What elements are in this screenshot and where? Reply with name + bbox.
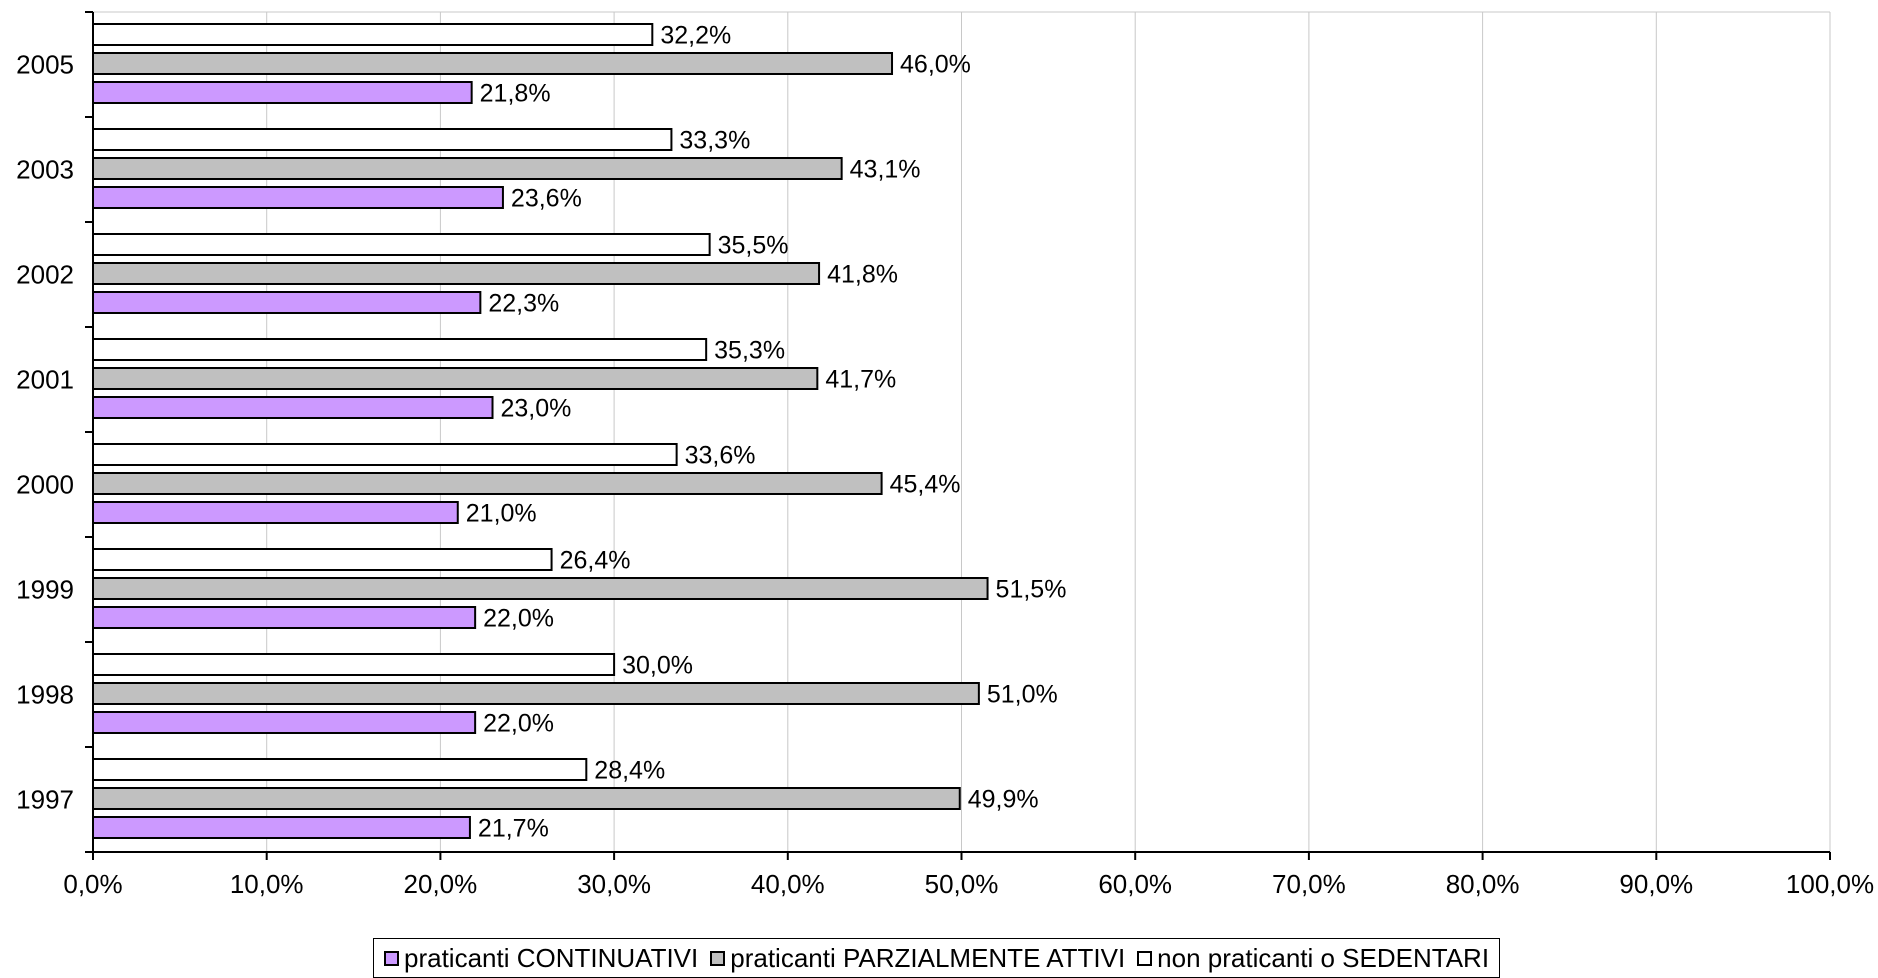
x-tick-label-70: 70,0% <box>1272 869 1346 899</box>
data-label-2002-sedentari: 35,5% <box>718 232 789 260</box>
data-label-2005-continuativi: 21,8% <box>480 80 551 108</box>
category-label-2001: 2001 <box>16 365 74 395</box>
data-label-1997-continuativi: 21,7% <box>478 815 549 843</box>
x-tick-label-60: 60,0% <box>1098 869 1172 899</box>
legend: praticanti CONTINUATIVI praticanti PARZI… <box>373 938 1501 978</box>
legend-item-parzialmente-attivi: praticanti PARZIALMENTE ATTIVI <box>710 943 1125 974</box>
bar-1999-sedentari <box>92 548 553 571</box>
legend-label-continuativi: praticanti CONTINUATIVI <box>404 942 699 973</box>
data-label-1999-continuativi: 22,0% <box>483 605 554 633</box>
category-label-1998: 1998 <box>16 680 74 710</box>
category-label-2003: 2003 <box>16 155 74 185</box>
data-label-1999-parzialmente-attivi: 51,5% <box>996 576 1067 604</box>
labels: 32,2% 46,0% 21,8% 2005 33,3% 43,1% 23,6% 2003 35… <box>16 22 1874 900</box>
data-label-2003-sedentari: 33,3% <box>679 127 750 155</box>
bar-2003-continuativi <box>92 186 504 209</box>
bar-1997-continuativi <box>92 816 471 839</box>
data-label-2003-continuativi: 23,6% <box>511 185 582 213</box>
x-tick-label-0: 0,0% <box>63 869 122 899</box>
data-label-2000-parzialmente-attivi: 45,4% <box>890 471 961 499</box>
data-label-2001-continuativi: 23,0% <box>501 395 572 423</box>
bar-1999-parzialmente-attivi <box>92 577 989 600</box>
bar-2003-sedentari <box>92 128 673 151</box>
data-label-1997-parzialmente-attivi: 49,9% <box>968 786 1039 814</box>
data-label-1998-parzialmente-attivi: 51,0% <box>987 681 1058 709</box>
data-label-2000-sedentari: 33,6% <box>685 442 756 470</box>
bar-1999-continuativi <box>92 606 477 629</box>
legend-swatch-sedentari <box>1137 950 1153 966</box>
data-label-2003-parzialmente-attivi: 43,1% <box>850 156 921 184</box>
bar-1998-parzialmente-attivi <box>92 682 980 705</box>
bar-2005-parzialmente-attivi <box>92 52 894 75</box>
bar-2005-sedentari <box>92 23 654 46</box>
x-tick-label-80: 80,0% <box>1446 869 1520 899</box>
x-tick-label-30: 30,0% <box>577 869 651 899</box>
data-label-2002-continuativi: 22,3% <box>488 290 559 318</box>
data-label-2005-parzialmente-attivi: 46,0% <box>900 51 971 79</box>
bar-2000-continuativi <box>92 501 459 524</box>
x-tick-label-10: 10,0% <box>230 869 304 899</box>
bar-2002-sedentari <box>92 233 711 256</box>
x-tick-label-90: 90,0% <box>1619 869 1693 899</box>
x-tick-label-50: 50,0% <box>925 869 999 899</box>
legend-swatch-continuativi <box>384 950 399 966</box>
x-tick-label-20: 20,0% <box>404 869 478 899</box>
legend-swatch-parzialmente-attivi <box>710 950 726 966</box>
category-label-2000: 2000 <box>16 470 74 500</box>
category-label-2005: 2005 <box>16 50 74 80</box>
data-label-1998-continuativi: 22,0% <box>483 710 554 738</box>
bar-2000-parzialmente-attivi <box>92 472 883 495</box>
data-label-1998-sedentari: 30,0% <box>622 652 693 680</box>
bars <box>92 23 989 839</box>
axes <box>85 11 1831 860</box>
bar-2000-sedentari <box>92 443 678 466</box>
data-label-1997-sedentari: 28,4% <box>594 757 665 785</box>
bar-1997-sedentari <box>92 758 588 781</box>
bar-1998-sedentari <box>92 653 616 676</box>
data-label-1999-sedentari: 26,4% <box>560 547 631 575</box>
x-tick-label-100: 100,0% <box>1786 869 1874 899</box>
bar-2005-continuativi <box>92 81 473 104</box>
gridlines <box>93 11 1831 852</box>
legend-label-sedentari: non praticanti o SEDENTARI <box>1157 942 1490 973</box>
data-label-2001-parzialmente-attivi: 41,7% <box>825 366 896 394</box>
bar-2002-continuativi <box>92 291 482 314</box>
bar-2003-parzialmente-attivi <box>92 157 843 180</box>
category-label-1999: 1999 <box>16 575 74 605</box>
data-label-2002-parzialmente-attivi: 41,8% <box>827 261 898 289</box>
data-label-2000-continuativi: 21,0% <box>466 500 537 528</box>
legend-label-parzialmente-attivi: praticanti PARZIALMENTE ATTIVI <box>730 942 1126 973</box>
category-label-1997: 1997 <box>16 785 74 815</box>
legend-item-continuativi: praticanti CONTINUATIVI <box>384 943 698 974</box>
bar-1998-continuativi <box>92 711 477 734</box>
category-label-2002: 2002 <box>16 260 74 290</box>
bar-1997-parzialmente-attivi <box>92 787 961 810</box>
bar-2001-sedentari <box>92 338 708 361</box>
x-tick-label-40: 40,0% <box>751 869 825 899</box>
bar-2001-parzialmente-attivi <box>92 367 819 390</box>
bar-2001-continuativi <box>92 396 494 419</box>
data-label-2005-sedentari: 32,2% <box>660 22 731 50</box>
bar-2002-parzialmente-attivi <box>92 262 821 285</box>
legend-item-sedentari: non praticanti o SEDENTARI <box>1137 943 1489 974</box>
data-label-2001-sedentari: 35,3% <box>714 337 785 365</box>
